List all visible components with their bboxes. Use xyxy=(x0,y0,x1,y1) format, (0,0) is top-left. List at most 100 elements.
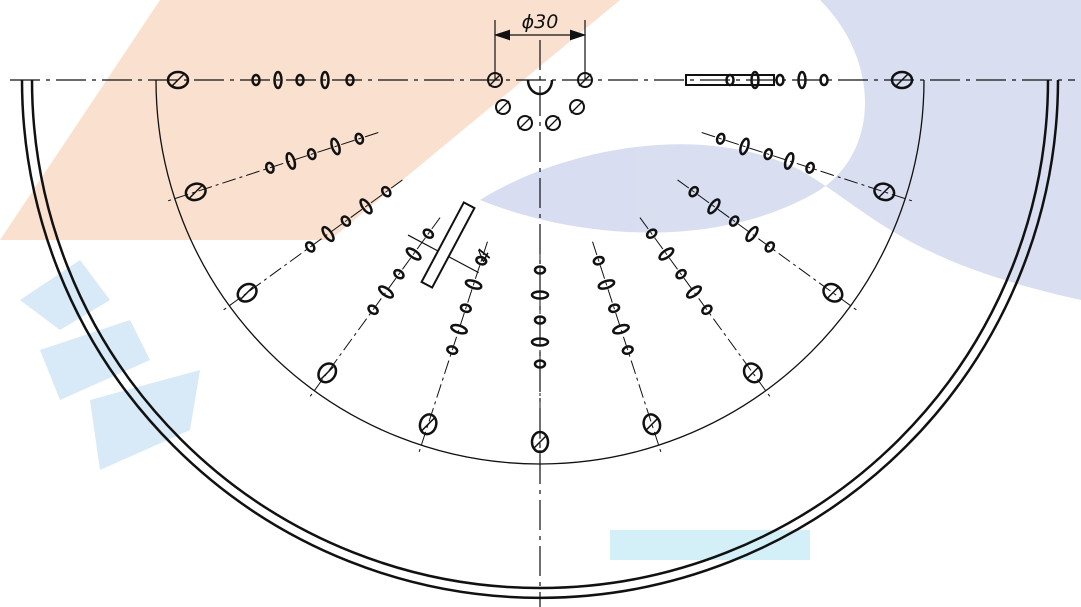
slot-hole xyxy=(533,359,547,369)
hole-cross xyxy=(546,116,560,130)
slot-hole xyxy=(320,70,330,90)
slot-hole xyxy=(377,285,395,299)
hole-cross xyxy=(746,366,760,380)
watermark xyxy=(0,0,1081,560)
slot-hole xyxy=(330,137,341,156)
watermark-glyph xyxy=(610,530,810,560)
slot-hole xyxy=(264,161,275,174)
slot-hole xyxy=(530,290,550,300)
hole-cross xyxy=(421,417,435,431)
hole-cross xyxy=(645,417,659,431)
slot-hole xyxy=(783,152,795,170)
hole-cross xyxy=(488,73,502,87)
ray-line xyxy=(677,179,860,313)
slot-hole xyxy=(819,73,829,87)
hole xyxy=(530,430,550,454)
outer-rim xyxy=(30,79,1050,590)
slot-hole xyxy=(597,279,616,290)
slot-hole xyxy=(764,241,776,253)
watermark-band xyxy=(0,0,620,240)
arrow xyxy=(493,29,587,41)
slot-hole xyxy=(450,323,468,335)
slot-hole xyxy=(701,304,713,316)
slot-hole xyxy=(422,228,435,240)
hole-cross xyxy=(518,116,532,130)
ray-line xyxy=(164,132,379,203)
slot-hole xyxy=(446,345,459,356)
hole-cross xyxy=(189,185,203,199)
slot-hole xyxy=(251,73,261,87)
slot-hole xyxy=(658,247,675,261)
slot-hole xyxy=(728,215,740,227)
slot-hole xyxy=(530,337,550,347)
hole xyxy=(742,362,763,384)
slot-hole xyxy=(621,345,634,356)
slot-hole xyxy=(745,225,759,243)
hole-cross xyxy=(877,185,891,199)
hole xyxy=(418,413,438,436)
bolt-hole xyxy=(577,72,593,88)
slot-hole xyxy=(592,255,605,266)
slot-hole xyxy=(725,73,735,87)
hole-cross xyxy=(578,73,592,87)
slot-hole xyxy=(797,70,807,90)
slot-hole xyxy=(459,303,472,314)
hole-cross xyxy=(533,435,547,449)
hole-cross xyxy=(496,100,510,114)
slot-hole xyxy=(295,73,305,87)
bolt-hole xyxy=(545,115,561,131)
ray-line xyxy=(701,132,916,203)
slot-hole xyxy=(763,148,774,161)
slot-hole xyxy=(612,323,630,335)
hole xyxy=(642,413,662,436)
hole-cross xyxy=(240,286,254,300)
slot-hole xyxy=(750,70,760,90)
bolt-hole xyxy=(495,99,511,115)
slot-hole xyxy=(285,152,297,170)
bolt-hole xyxy=(569,99,585,115)
slot-hole xyxy=(775,73,785,87)
hole xyxy=(166,70,190,90)
hole-cross xyxy=(171,73,185,87)
watermark-glyph xyxy=(20,260,200,470)
dimension-label: 4 xyxy=(471,245,496,266)
dimension-slot xyxy=(407,201,479,289)
bolt-hole xyxy=(487,72,503,88)
hole-cross xyxy=(895,73,909,87)
slot-hole xyxy=(533,265,547,275)
slot-hole xyxy=(304,241,316,253)
slot-hole xyxy=(475,255,488,266)
slot-hole xyxy=(354,132,365,145)
bolt-hole xyxy=(517,115,533,131)
slot-hole xyxy=(739,137,750,156)
watermark-shape xyxy=(480,0,1081,300)
slot-hole xyxy=(306,148,317,161)
slot-hole xyxy=(405,247,422,261)
slot-hole xyxy=(340,215,352,227)
hole xyxy=(317,362,338,384)
slot-hole xyxy=(359,198,373,215)
outer-rim xyxy=(20,79,1060,600)
hole xyxy=(184,182,207,202)
hole xyxy=(890,70,914,90)
hole-cross xyxy=(826,286,840,300)
ray-line xyxy=(592,241,663,456)
center-hole xyxy=(526,79,554,96)
hole-cross xyxy=(320,366,334,380)
hole xyxy=(873,182,896,202)
ray-line xyxy=(417,241,488,456)
slot-hole xyxy=(608,303,621,314)
dimension-label: ϕ30 xyxy=(522,11,559,33)
hole-cross xyxy=(570,100,584,114)
slot-hole xyxy=(675,268,687,280)
slot-hole xyxy=(464,279,483,290)
slot-hole xyxy=(685,285,703,299)
slot-hole xyxy=(805,161,816,174)
slot-hole xyxy=(321,225,335,243)
hole xyxy=(822,282,844,303)
slot-hole xyxy=(715,132,726,145)
slot-hole xyxy=(367,304,379,316)
slot-hole xyxy=(273,70,283,90)
ray-line xyxy=(639,217,773,400)
